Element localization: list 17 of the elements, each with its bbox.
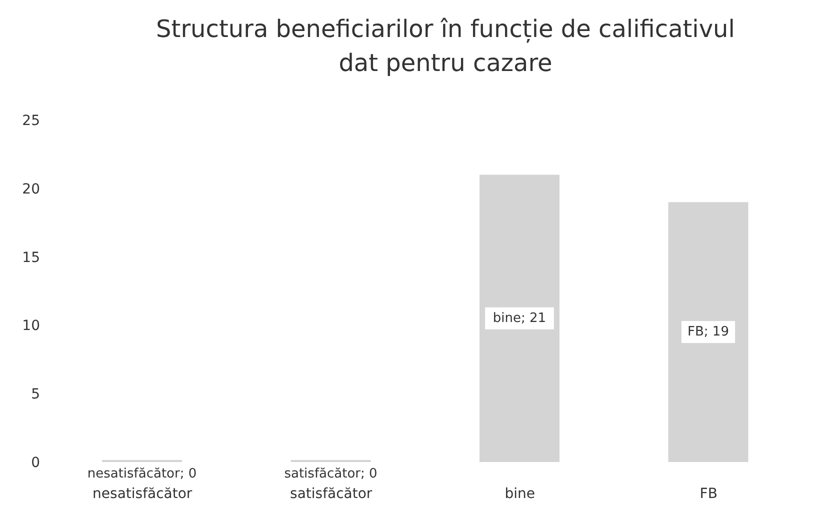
x-tick-label: FB (700, 486, 718, 502)
x-tick-label: satisfăcător (290, 486, 372, 502)
x-tick-label: bine (504, 486, 536, 502)
y-tick-label: 10 (22, 318, 40, 334)
data-label: FB; 19 (688, 324, 729, 340)
y-tick-label: 5 (31, 386, 40, 403)
y-tick-label: 20 (22, 181, 40, 198)
bar (480, 174, 560, 462)
data-label: satisfăcător; 0 (284, 466, 378, 482)
data-label: nesatisfăcător; 0 (87, 466, 197, 482)
y-tick-label: 25 (22, 112, 40, 129)
y-tick-label: 0 (31, 454, 40, 471)
x-tick-label: nesatisfăcător (92, 486, 192, 502)
y-tick-label: 15 (22, 250, 40, 266)
bar (668, 202, 748, 462)
chart-title: Structura beneficiarilor în funcție de calificativul dat pentru cazare (155, 14, 736, 79)
data-label: bine; 21 (492, 310, 546, 326)
